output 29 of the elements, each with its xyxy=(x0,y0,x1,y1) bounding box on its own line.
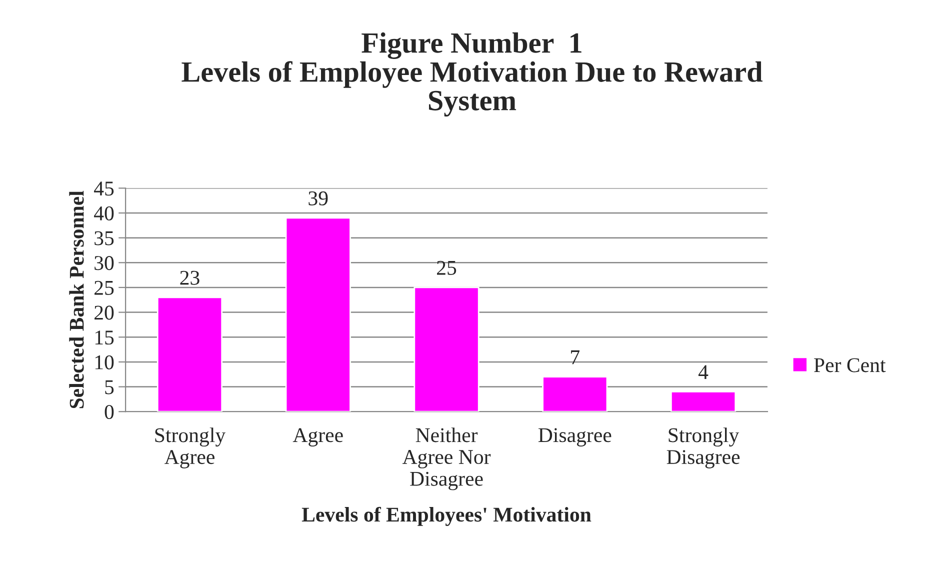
data-label: 7 xyxy=(571,350,580,364)
y-axis-title: Selected Bank Personnel xyxy=(69,190,84,408)
y-tick-label: 25 xyxy=(94,280,114,295)
data-label: 39 xyxy=(308,191,328,206)
x-tick-label: Strongly Disagree xyxy=(666,428,740,468)
y-tick-label: 10 xyxy=(95,355,114,370)
y-tick-label: 15 xyxy=(95,330,114,345)
chart-title: Figure Number 1 Levels of Employee Motivation Due to Reward System xyxy=(182,32,762,116)
bar xyxy=(542,376,608,412)
data-label: 23 xyxy=(180,270,200,285)
bar xyxy=(156,296,223,412)
y-tick-label: 0 xyxy=(104,404,114,420)
x-tick-label: Agree xyxy=(292,428,343,446)
data-label: 25 xyxy=(437,260,456,275)
y-tick-label: 20 xyxy=(94,306,114,320)
y-tick-label: 35 xyxy=(94,231,114,246)
x-tick-label: Neither Agree Nor Disagree xyxy=(402,428,491,490)
data-label: 4 xyxy=(698,365,708,379)
legend-label: Per Cent xyxy=(814,358,886,372)
y-tick-label: 30 xyxy=(94,256,114,270)
bar xyxy=(414,286,480,412)
bar xyxy=(285,217,351,412)
x-tick-label: Strongly Agree xyxy=(155,428,226,468)
y-tick-label: 40 xyxy=(94,206,114,220)
y-tick-label: 5 xyxy=(105,380,114,394)
x-tick-label: Disagree xyxy=(538,428,612,446)
x-axis-title: Levels of Employees' Motivation xyxy=(302,506,592,526)
y-tick-label: 45 xyxy=(94,182,114,196)
bar xyxy=(670,391,736,412)
